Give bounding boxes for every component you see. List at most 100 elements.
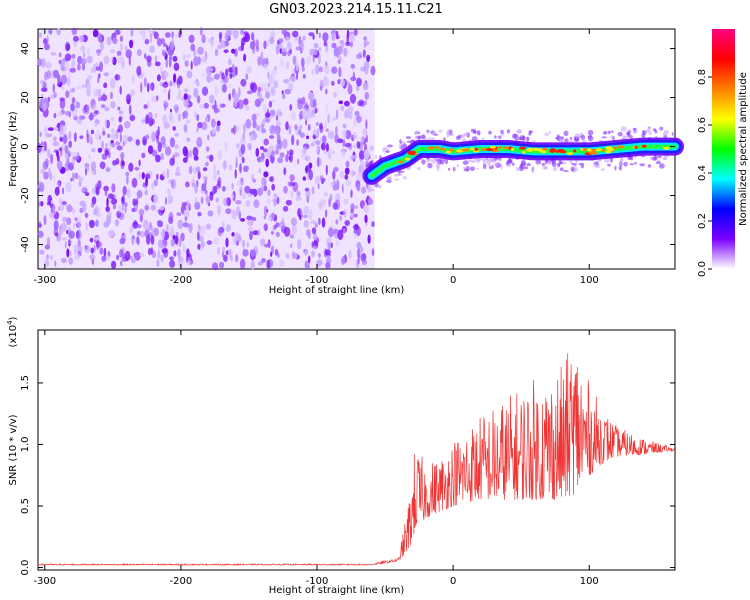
ridge-hotspot bbox=[407, 151, 416, 155]
noise-blob bbox=[242, 132, 245, 141]
noise-blob bbox=[50, 52, 57, 56]
noise-blob bbox=[159, 206, 165, 211]
ridge-hotspot bbox=[503, 146, 508, 150]
noise-blob bbox=[116, 50, 122, 56]
noise-blob bbox=[58, 147, 62, 152]
colorbar-gradient bbox=[712, 29, 735, 269]
noise-blob bbox=[355, 258, 360, 269]
ridge-hotspot bbox=[605, 150, 612, 154]
noise-blob bbox=[273, 126, 279, 135]
noise-blob bbox=[120, 197, 124, 203]
ridge-halo-blob bbox=[548, 130, 551, 135]
noise-blob bbox=[68, 257, 73, 265]
noise-blob bbox=[239, 163, 242, 174]
noise-blob bbox=[109, 49, 116, 54]
noise-blob bbox=[311, 68, 315, 75]
noise-blob bbox=[53, 69, 59, 79]
noise-blob bbox=[320, 142, 326, 151]
frequency-ridge bbox=[362, 126, 684, 192]
noise-blob bbox=[275, 231, 280, 238]
noise-blob bbox=[286, 61, 290, 69]
noise-blob bbox=[221, 221, 225, 228]
noise-blob bbox=[74, 102, 77, 113]
noise-blob bbox=[79, 35, 85, 43]
noise-blob bbox=[110, 197, 118, 205]
ridge-halo-blob bbox=[515, 136, 520, 140]
noise-blob bbox=[257, 86, 262, 92]
noise-blob bbox=[324, 120, 327, 132]
noise-blob bbox=[246, 66, 252, 74]
ridge-halo-blob bbox=[611, 130, 614, 134]
noise-blob bbox=[201, 121, 208, 131]
noise-blob bbox=[110, 133, 116, 140]
noise-blob bbox=[268, 176, 274, 182]
noise-blob bbox=[311, 241, 314, 248]
noise-blob bbox=[130, 89, 136, 96]
noise-blob bbox=[341, 149, 346, 158]
noise-blob bbox=[325, 164, 328, 176]
noise-blob bbox=[217, 204, 221, 216]
y-tick-label: 0.0 bbox=[20, 560, 31, 576]
noise-blob bbox=[74, 253, 81, 261]
noise-blob bbox=[194, 201, 201, 210]
noise-blob bbox=[343, 198, 349, 205]
noise-blob bbox=[219, 32, 222, 44]
ridge-halo-blob bbox=[416, 135, 422, 139]
noise-blob bbox=[163, 88, 167, 94]
noise-blob bbox=[147, 145, 154, 155]
noise-blob bbox=[285, 154, 289, 163]
noise-blob bbox=[233, 93, 239, 104]
noise-blob bbox=[301, 65, 305, 72]
noise-blob bbox=[257, 56, 262, 66]
ridge-halo-blob bbox=[522, 166, 529, 170]
ridge-halo-blob bbox=[607, 163, 611, 167]
noise-blob bbox=[319, 124, 324, 134]
noise-blob bbox=[50, 199, 53, 205]
ridge-halo-blob bbox=[634, 129, 638, 134]
noise-blob bbox=[172, 55, 178, 62]
noise-blob bbox=[72, 207, 76, 215]
noise-blob bbox=[292, 251, 295, 260]
noise-blob bbox=[76, 217, 82, 228]
noise-blob bbox=[242, 249, 249, 257]
ridge-halo-blob bbox=[371, 159, 374, 165]
noise-blob bbox=[207, 210, 214, 217]
noise-blob bbox=[186, 119, 190, 124]
noise-blob bbox=[338, 66, 342, 78]
noise-blob bbox=[43, 97, 48, 103]
noise-blob bbox=[71, 27, 78, 35]
noise-blob bbox=[276, 196, 280, 205]
noise-blob bbox=[285, 253, 290, 259]
ridge-hotspot bbox=[616, 145, 625, 149]
noise-blob bbox=[169, 112, 173, 122]
noise-blob bbox=[145, 176, 149, 187]
noise-blob bbox=[208, 37, 214, 44]
noise-blob bbox=[261, 258, 266, 263]
noise-blob bbox=[308, 169, 313, 181]
x-axis-label: Height of straight line (km) bbox=[269, 585, 405, 596]
ridge-halo-blob bbox=[657, 155, 662, 159]
noise-blob bbox=[327, 242, 332, 250]
noise-blob bbox=[327, 131, 335, 139]
noise-blob bbox=[47, 149, 51, 159]
noise-blob bbox=[335, 193, 341, 203]
noise-blob bbox=[188, 34, 195, 44]
noise-blob bbox=[249, 41, 256, 50]
y-tick-label: -20 bbox=[20, 187, 31, 203]
noise-blob bbox=[150, 234, 155, 245]
ridge-halo-blob bbox=[488, 130, 492, 135]
ridge-halo-blob bbox=[614, 165, 617, 171]
ridge-halo-blob bbox=[580, 134, 586, 140]
noise-blob bbox=[280, 58, 284, 68]
noise-blob bbox=[118, 110, 123, 115]
noise-blob bbox=[273, 80, 279, 89]
noise-blob bbox=[253, 199, 260, 209]
ridge-halo-blob bbox=[541, 162, 546, 167]
noise-blob bbox=[288, 155, 292, 161]
noise-blob bbox=[54, 232, 59, 237]
x-tick-label: -100 bbox=[306, 275, 329, 286]
noise-blob bbox=[209, 94, 215, 104]
ridge-halo-blob bbox=[426, 130, 430, 135]
noise-blob bbox=[64, 145, 69, 154]
noise-blob bbox=[165, 196, 167, 206]
